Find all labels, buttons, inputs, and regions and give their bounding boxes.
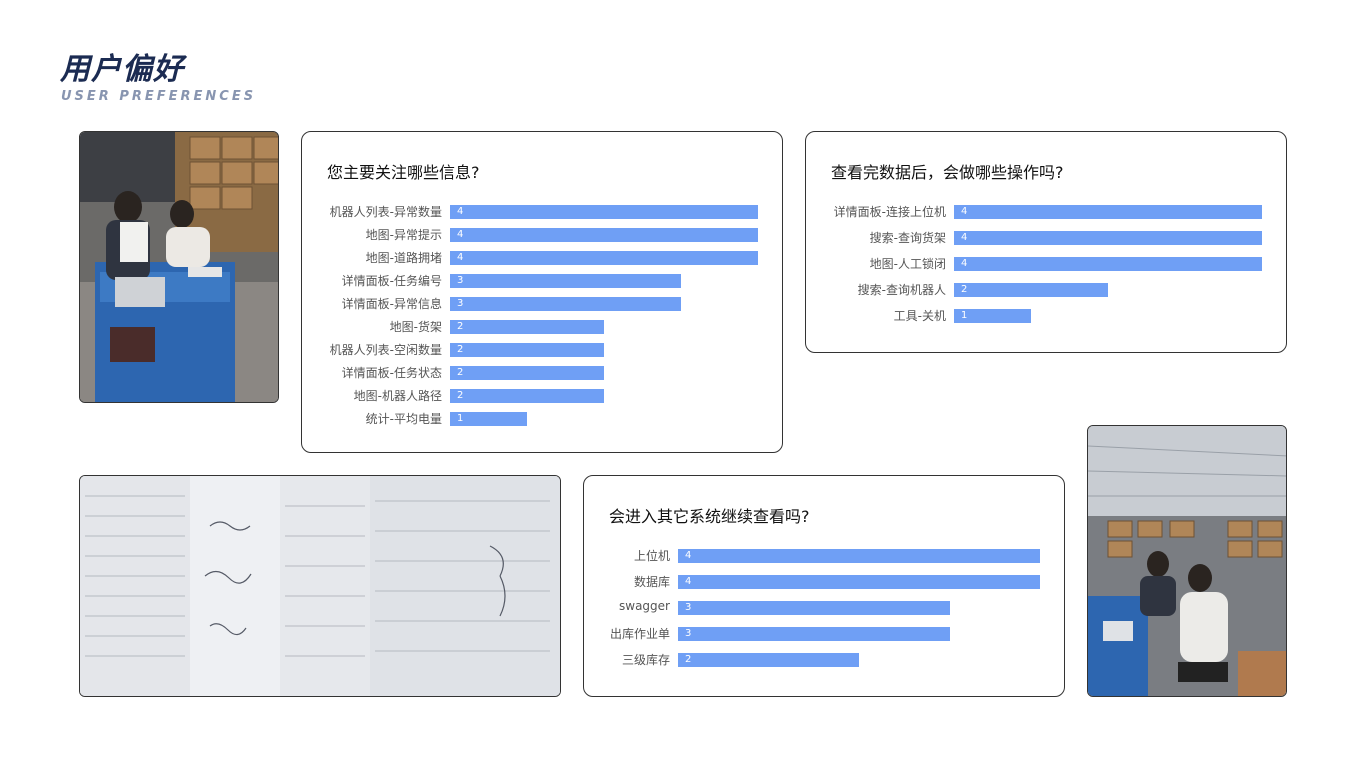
value-label: 2 xyxy=(685,654,692,665)
value-label: 1 xyxy=(457,413,464,424)
value-label: 4 xyxy=(685,576,692,587)
bar-row: 出库作业单 3 xyxy=(584,627,1054,641)
value-label: 4 xyxy=(457,252,464,263)
bar: 1 xyxy=(450,412,527,426)
value-label: 2 xyxy=(457,344,464,355)
value-label: 3 xyxy=(457,275,464,286)
category-label: 详情面板-任务编号 xyxy=(341,274,442,288)
value-label: 4 xyxy=(457,206,464,217)
chart-title: 您主要关注哪些信息? xyxy=(327,163,480,182)
bar: 4 xyxy=(954,205,1262,219)
bar-row: 搜索-查询货架 4 xyxy=(806,231,1276,245)
bar-row: 搜索-查询机器人 2 xyxy=(806,283,1276,297)
category-label: 地图-异常提示 xyxy=(365,228,442,242)
value-label: 2 xyxy=(457,390,464,401)
bar-row: 地图-货架 2 xyxy=(302,320,772,334)
value-label: 2 xyxy=(961,284,968,295)
bar: 2 xyxy=(450,320,604,334)
bar: 3 xyxy=(678,601,950,615)
category-label: 详情面板-连接上位机 xyxy=(833,205,946,219)
bar: 2 xyxy=(450,366,604,380)
interview-photo-1 xyxy=(79,131,279,403)
value-label: 4 xyxy=(961,258,968,269)
value-label: 2 xyxy=(457,367,464,378)
value-label: 4 xyxy=(457,229,464,240)
category-label: 搜索-查询货架 xyxy=(869,231,946,245)
value-label: 4 xyxy=(685,550,692,561)
bar: 3 xyxy=(678,627,950,641)
bar: 4 xyxy=(954,257,1262,271)
page-subtitle: USER PREFERENCES xyxy=(61,89,257,104)
bar-row: 详情面板-任务编号 3 xyxy=(302,274,772,288)
bar-row: 详情面板-连接上位机 4 xyxy=(806,205,1276,219)
category-label: 出库作业单 xyxy=(609,627,670,641)
category-label: 地图-人工锁闭 xyxy=(869,257,946,271)
bar: 4 xyxy=(954,231,1262,245)
bar: 4 xyxy=(678,549,1040,563)
bar-row: 机器人列表-空闲数量 2 xyxy=(302,343,772,357)
category-label: 详情面板-任务状态 xyxy=(341,366,442,380)
bar-row: 详情面板-异常信息 3 xyxy=(302,297,772,311)
value-label: 1 xyxy=(961,310,968,321)
bar-row: 地图-异常提示 4 xyxy=(302,228,772,242)
category-label: 地图-道路拥堵 xyxy=(365,251,442,265)
bar-row: 地图-道路拥堵 4 xyxy=(302,251,772,265)
category-label: 数据库 xyxy=(633,575,670,589)
bar: 4 xyxy=(450,228,758,242)
chart-card-other-systems: 会进入其它系统继续查看吗? 上位机 4 数据库 4 swagger 3 出库作业单 3 三级库存… xyxy=(583,475,1065,697)
bar-row: 统计-平均电量 1 xyxy=(302,412,772,426)
bar: 2 xyxy=(450,389,604,403)
bar-row: 机器人列表-异常数量 4 xyxy=(302,205,772,219)
category-label: 工具-关机 xyxy=(893,309,946,323)
category-label: 机器人列表-异常数量 xyxy=(329,205,442,219)
bar-row: 上位机 4 xyxy=(584,549,1054,563)
value-label: 3 xyxy=(685,628,692,639)
chart-card-actions: 查看完数据后，会做哪些操作吗? 详情面板-连接上位机 4 搜索-查询货架 4 地图-人工… xyxy=(805,131,1287,353)
category-label: 详情面板-异常信息 xyxy=(341,297,442,311)
category-label: 三级库存 xyxy=(621,653,670,667)
bar: 2 xyxy=(954,283,1108,297)
chart-title: 会进入其它系统继续查看吗? xyxy=(609,507,810,526)
interview-photo-2 xyxy=(1087,425,1287,697)
survey-sheets-photo xyxy=(79,475,561,697)
category-label: 搜索-查询机器人 xyxy=(857,283,946,297)
value-label: 3 xyxy=(685,602,692,613)
page-title: 用户偏好 xyxy=(60,52,184,87)
value-label: 3 xyxy=(457,298,464,309)
bar: 2 xyxy=(678,653,859,667)
value-label: 4 xyxy=(961,232,968,243)
category-label: 统计-平均电量 xyxy=(365,412,442,426)
bar-row: 三级库存 2 xyxy=(584,653,1054,667)
bar: 1 xyxy=(954,309,1031,323)
bar-row: 详情面板-任务状态 2 xyxy=(302,366,772,380)
bar: 4 xyxy=(678,575,1040,589)
bar-row: 地图-机器人路径 2 xyxy=(302,389,772,403)
bar-row: 工具-关机 1 xyxy=(806,309,1276,323)
category-label: swagger xyxy=(619,599,670,613)
bar-row: 数据库 4 xyxy=(584,575,1054,589)
bar: 3 xyxy=(450,297,681,311)
bar: 4 xyxy=(450,205,758,219)
value-label: 2 xyxy=(457,321,464,332)
category-label: 地图-货架 xyxy=(389,320,442,334)
category-label: 地图-机器人路径 xyxy=(353,389,442,403)
bar: 4 xyxy=(450,251,758,265)
category-label: 上位机 xyxy=(633,549,670,563)
bar: 3 xyxy=(450,274,681,288)
category-label: 机器人列表-空闲数量 xyxy=(329,343,442,357)
chart-title: 查看完数据后，会做哪些操作吗? xyxy=(831,163,1064,182)
bar: 2 xyxy=(450,343,604,357)
bar-row: 地图-人工锁闭 4 xyxy=(806,257,1276,271)
value-label: 4 xyxy=(961,206,968,217)
chart-card-info-focus: 您主要关注哪些信息? 机器人列表-异常数量 4 地图-异常提示 4 地图-道路拥堵 4 详情… xyxy=(301,131,783,453)
bar-row: swagger 3 xyxy=(584,599,1054,615)
